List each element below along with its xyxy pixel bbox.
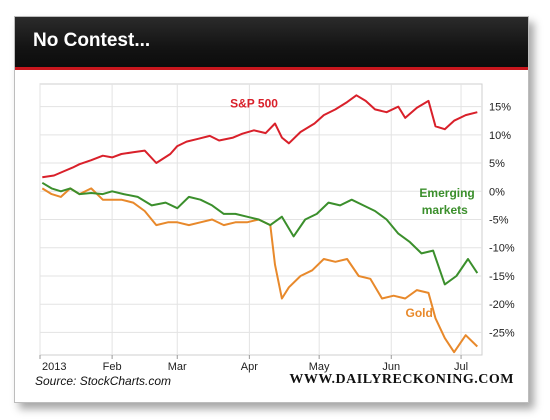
header-bar: No Contest... — [15, 17, 528, 70]
y-tick-label: 15% — [489, 102, 511, 114]
line-chart: 15% 10% 5% 0% -5% -10% -15% -20% -25% 2013 Feb Mar… — [39, 83, 515, 373]
y-tick-label: 5% — [489, 158, 505, 170]
x-tick-label: 2013 — [42, 361, 66, 373]
y-axis-ticks: 15% 10% 5% 0% -5% -10% -15% -20% -25% — [489, 102, 515, 340]
y-tick-label: -25% — [489, 327, 515, 339]
y-tick-label: -5% — [489, 215, 509, 227]
series-label: Gold — [406, 306, 433, 320]
x-tick-label: Jul — [454, 361, 468, 373]
y-tick-label: 0% — [489, 186, 505, 198]
y-tick-label: 10% — [489, 130, 511, 142]
x-axis-ticks: 2013 Feb Mar Apr May Jun Jul — [39, 355, 468, 373]
series-line-0 — [42, 94, 478, 179]
chart-card: No Contest... 15% 10% 5% 0% -5% -10% -15% -20% -… — [14, 16, 529, 403]
y-tick-label: -10% — [489, 243, 515, 255]
chart-title: No Contest... — [33, 30, 151, 51]
x-tick-label: May — [309, 361, 330, 373]
source-note: Source: StockCharts.com — [35, 374, 172, 388]
series-label: markets — [422, 203, 468, 217]
series-label: Emerging — [419, 186, 474, 200]
series-labels: S&P 500 Emerging markets Gold — [230, 97, 475, 320]
brand-url: WWW.DAILYRECKONING.COM — [289, 372, 514, 387]
x-tick-label: Jun — [382, 361, 400, 373]
y-tick-label: -15% — [489, 271, 515, 283]
series-label: S&P 500 — [230, 97, 278, 111]
x-tick-label: Feb — [103, 361, 122, 373]
x-tick-label: Mar — [168, 361, 187, 373]
x-tick-label: Apr — [241, 361, 258, 373]
series-lines — [41, 94, 479, 354]
y-tick-label: -20% — [489, 299, 515, 311]
series-line-1 — [41, 181, 479, 286]
